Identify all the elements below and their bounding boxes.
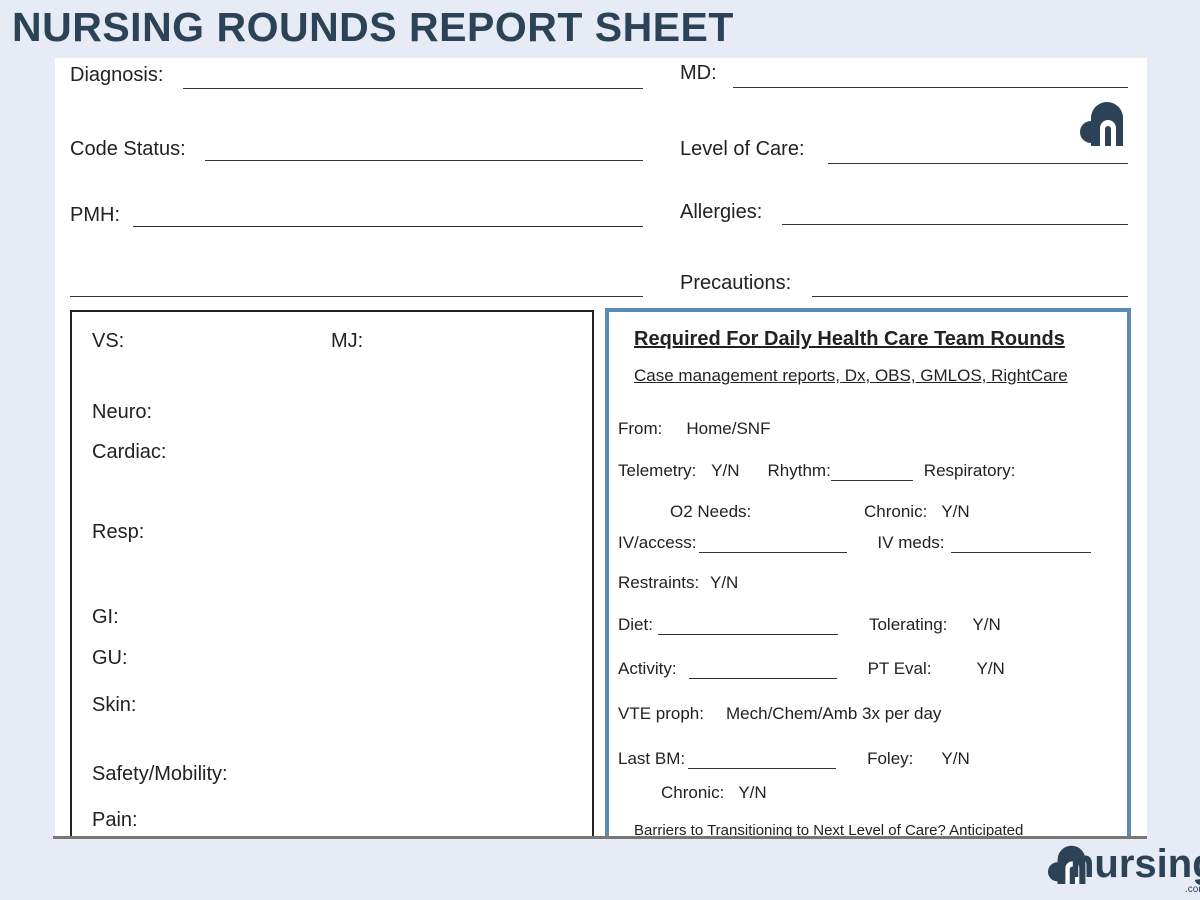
md-field[interactable]: [733, 87, 1128, 88]
rounds-heading: Required For Daily Health Care Team Roun…: [634, 328, 1065, 350]
diet-field[interactable]: [657, 634, 838, 635]
code-status-field[interactable]: [205, 160, 643, 161]
cardiac-label: Cardiac:: [92, 441, 167, 463]
rounds-box: Required For Daily Health Care Team Roun…: [605, 308, 1131, 838]
skin-label: Skin:: [92, 694, 137, 716]
safety-mobility-label: Safety/Mobility:: [92, 763, 228, 785]
chronic-foley-yn[interactable]: Y/N: [738, 783, 767, 802]
md-label: MD:: [680, 62, 717, 84]
allergies-field[interactable]: [782, 224, 1128, 225]
gu-label: GU:: [92, 647, 128, 669]
chronic-label: Chronic:: [864, 502, 928, 521]
tolerating-yn[interactable]: Y/N: [972, 615, 1001, 634]
iv-access-label: IV/access:: [618, 533, 697, 552]
report-sheet: Diagnosis: Code Status: PMH: MD: Level o…: [55, 58, 1147, 838]
pmh-field-line2[interactable]: [70, 296, 643, 297]
activity-field[interactable]: [688, 678, 837, 679]
pain-label: Pain:: [92, 809, 138, 831]
precautions-field[interactable]: [812, 296, 1128, 297]
restraints-yn[interactable]: Y/N: [709, 573, 739, 592]
iv-access-field[interactable]: [699, 552, 848, 553]
page-title: NURSING ROUNDS REPORT SHEET: [12, 4, 734, 50]
telemetry-yn[interactable]: Y/N: [711, 461, 740, 480]
pt-eval-yn[interactable]: Y/N: [976, 659, 1005, 678]
brand-suffix: .com: [1185, 884, 1200, 895]
iv-meds-field[interactable]: [950, 552, 1091, 553]
barriers-label: Barriers to Transitioning to Next Level …: [634, 822, 1024, 838]
foley-yn[interactable]: Y/N: [941, 749, 970, 768]
level-of-care-label: Level of Care:: [680, 138, 805, 160]
brand-name: nursing: [1070, 842, 1200, 886]
diagnosis-field[interactable]: [183, 88, 643, 89]
vte-value: Mech/Chem/Amb 3x per day: [726, 704, 942, 723]
code-status-label: Code Status:: [70, 138, 186, 160]
last-bm-label: Last BM:: [618, 749, 686, 768]
bottom-divider: [53, 836, 1147, 839]
brand-cloud-icon: [1048, 845, 1086, 884]
respiratory-label: Respiratory:: [923, 461, 1016, 480]
telemetry-label: Telemetry:: [618, 461, 697, 480]
nursing-logo-icon: [1080, 100, 1126, 151]
mj-label: MJ:: [331, 330, 364, 352]
brand-logo: nursing .com: [1048, 844, 1200, 895]
vte-label: VTE proph:: [618, 704, 704, 723]
pmh-label: PMH:: [70, 204, 120, 226]
chronic-yn[interactable]: Y/N: [941, 502, 970, 521]
o2-needs-label: O2 Needs:: [670, 502, 752, 521]
rounds-subheading: Case management reports, Dx, OBS, GMLOS,…: [634, 366, 1068, 385]
diagnosis-label: Diagnosis:: [70, 64, 164, 86]
from-label: From:: [618, 419, 663, 438]
iv-meds-label: IV meds:: [877, 533, 945, 552]
diet-label: Diet:: [618, 615, 653, 634]
assessment-box: VS: MJ: Neuro: Cardiac: Resp: GI: GU: Sk…: [70, 310, 594, 838]
foley-label: Foley:: [867, 749, 914, 768]
restraints-label: Restraints:: [618, 573, 700, 592]
pt-eval-label: PT Eval:: [867, 659, 932, 678]
vs-label: VS:: [92, 330, 125, 352]
tolerating-label: Tolerating:: [868, 615, 948, 634]
resp-label: Resp:: [92, 521, 145, 543]
pmh-field[interactable]: [133, 226, 643, 227]
level-of-care-field[interactable]: [828, 163, 1128, 164]
from-value: Home/SNF: [686, 419, 771, 438]
gi-label: GI:: [92, 606, 119, 628]
rhythm-field[interactable]: [830, 480, 913, 481]
precautions-label: Precautions:: [680, 272, 792, 294]
chronic-foley-label: Chronic:: [661, 783, 725, 802]
neuro-label: Neuro:: [92, 401, 153, 423]
last-bm-field[interactable]: [688, 768, 837, 769]
allergies-label: Allergies:: [680, 201, 763, 223]
activity-label: Activity:: [618, 659, 677, 678]
rhythm-label: Rhythm:: [767, 461, 831, 480]
